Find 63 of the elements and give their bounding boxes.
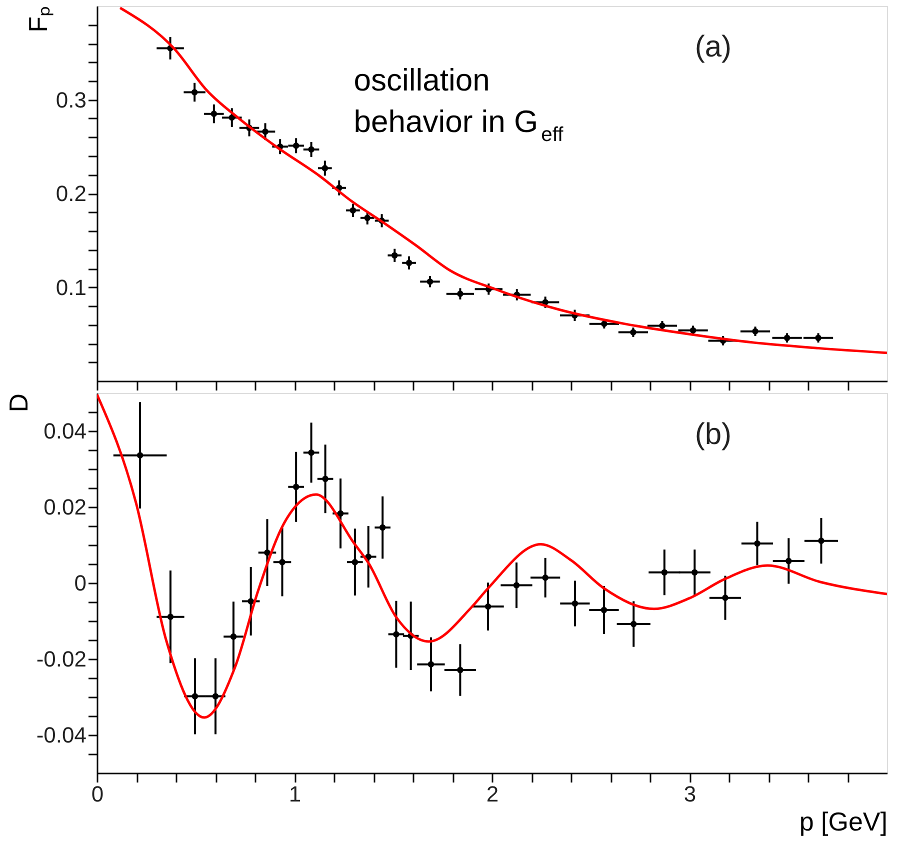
y-tick-label: -0.02 (36, 646, 86, 672)
point (279, 558, 286, 566)
point (393, 631, 400, 638)
point (308, 450, 314, 456)
y-tick-label: 0.1 (56, 274, 86, 300)
point (457, 666, 464, 674)
point (136, 452, 144, 458)
point (691, 569, 698, 576)
x-tick-label: 2 (486, 782, 499, 806)
point (572, 600, 578, 607)
point (191, 89, 198, 96)
y-tick-label: 0.2 (56, 181, 86, 206)
x-tick-label: 0 (91, 782, 104, 806)
point (630, 620, 637, 628)
y-tick-label: 0.04 (44, 418, 86, 444)
point (426, 278, 434, 285)
x-tick-label: 3 (684, 782, 696, 806)
point (722, 594, 728, 601)
point (292, 142, 300, 149)
point (350, 207, 356, 214)
y-tick-label: 0 (74, 570, 86, 596)
point (391, 252, 398, 259)
line-series (118, 6, 887, 354)
point (230, 633, 237, 640)
point (352, 558, 358, 566)
point (262, 128, 268, 135)
point (192, 693, 198, 700)
point (264, 549, 270, 556)
y-tick-label: 0.02 (44, 494, 86, 520)
point (364, 214, 371, 222)
line-series (97, 393, 887, 719)
point (457, 290, 464, 297)
point (308, 146, 314, 153)
point (167, 614, 174, 620)
point (322, 476, 328, 482)
point (484, 603, 492, 610)
point (542, 574, 548, 581)
point (379, 524, 386, 531)
y-tick-label: -0.04 (36, 722, 86, 748)
annotation: (b) (694, 418, 732, 451)
point (322, 165, 328, 172)
point (818, 538, 824, 544)
point (784, 334, 790, 342)
x-axis-title: p [GeV] (799, 806, 888, 836)
point (661, 569, 668, 576)
point (513, 582, 520, 588)
x-tick-label: 1 (288, 782, 302, 806)
point (428, 661, 434, 668)
point (337, 510, 344, 517)
point (690, 327, 696, 334)
y-axis-title: D (3, 394, 34, 412)
annotation: (a) (694, 30, 732, 64)
point (600, 606, 608, 614)
point (210, 110, 218, 117)
point (785, 558, 792, 564)
point (212, 693, 219, 700)
point (292, 484, 300, 490)
point (406, 260, 412, 266)
point (754, 540, 760, 547)
point (248, 598, 254, 604)
point (228, 114, 236, 121)
y-axis-title: Fₚ (22, 6, 54, 32)
y-tick-label: 0.3 (56, 87, 86, 112)
